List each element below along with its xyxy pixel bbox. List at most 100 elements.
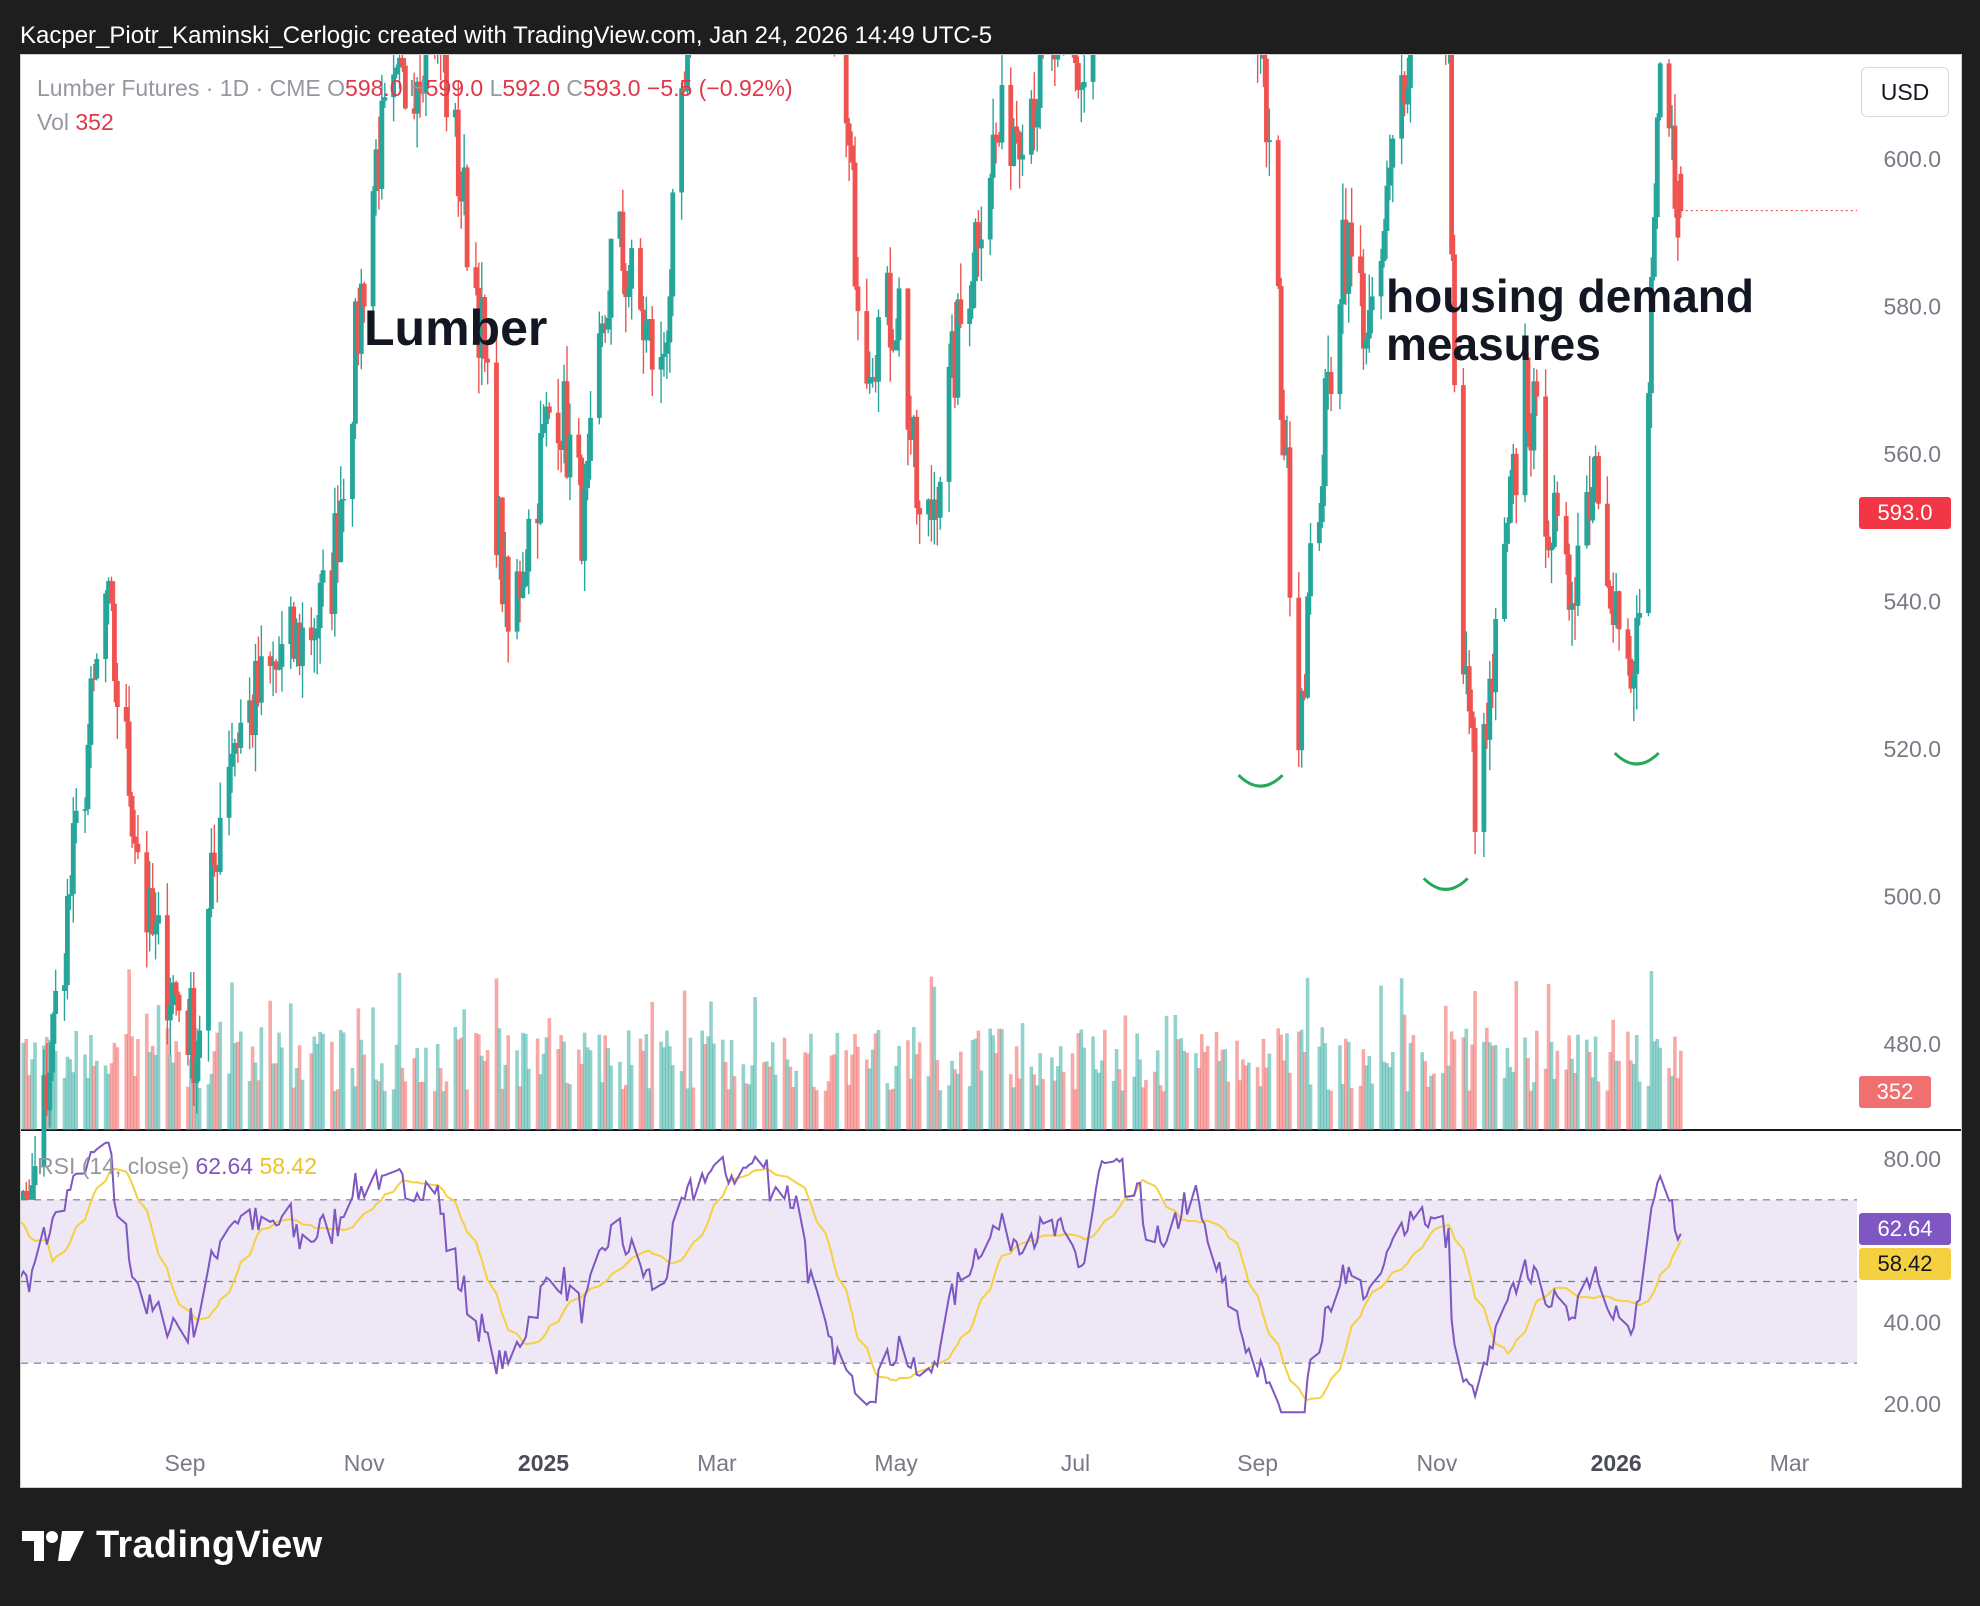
- candle-body: [638, 248, 643, 310]
- volume-bar: [1529, 1090, 1533, 1130]
- volume-bar: [1361, 1049, 1366, 1130]
- volume-bar: [1567, 1035, 1571, 1130]
- volume-bar: [1535, 1030, 1539, 1130]
- volume-bar: [1220, 1049, 1225, 1130]
- candle-body: [1390, 138, 1396, 168]
- candle-body: [517, 571, 523, 598]
- candle-body: [1490, 678, 1496, 693]
- volume-bar: [115, 1047, 120, 1130]
- rsi-value: 62.64: [195, 1153, 254, 1179]
- candle-body: [558, 443, 564, 450]
- volume-bar: [144, 1013, 149, 1130]
- volume-bar: [870, 1049, 875, 1130]
- candle-body: [1669, 125, 1675, 129]
- price-axis-label: 580.0: [1883, 294, 1941, 320]
- candle-body: [955, 299, 961, 398]
- volume-bar: [1197, 1067, 1201, 1130]
- bottom-marker: [1237, 774, 1284, 788]
- volume-bar: [136, 1039, 140, 1130]
- volume-bar: [1241, 1059, 1245, 1130]
- candle-body: [355, 301, 361, 354]
- volume-bar: [1464, 1028, 1469, 1130]
- volume-bar: [1202, 1051, 1207, 1130]
- candle-body: [88, 678, 94, 745]
- volume-bar: [315, 1043, 320, 1130]
- volume-bar: [1467, 1090, 1472, 1130]
- volume-bar: [867, 1068, 872, 1130]
- candle-body: [211, 852, 217, 866]
- candle-body: [458, 196, 464, 202]
- candle-body: [206, 909, 211, 1031]
- candle-body: [402, 65, 408, 109]
- volume-bar: [853, 1033, 857, 1130]
- volume-bar: [524, 1033, 528, 1130]
- volume-bar: [124, 1034, 128, 1130]
- volume-bar: [53, 1050, 58, 1130]
- candle-body: [464, 167, 470, 268]
- volume-bar: [206, 1084, 211, 1130]
- volume-bar: [647, 1088, 652, 1130]
- candle-body: [1378, 260, 1384, 297]
- volume-bar: [1205, 1045, 1210, 1130]
- volume-bar: [441, 1091, 446, 1130]
- chart-canvas[interactable]: 600.0 580.0 560.0 540.0 520.0 500.0 480.0 80.00…: [21, 55, 1961, 1487]
- candle-body: [391, 74, 397, 98]
- volume-bar: [1094, 1069, 1098, 1130]
- volume-bar: [1038, 1053, 1042, 1130]
- volume-bar: [603, 1035, 608, 1130]
- candle-body: [1325, 371, 1331, 379]
- volume-bar: [197, 1087, 202, 1130]
- candle-body: [135, 843, 141, 853]
- candle-body: [494, 362, 499, 556]
- candle-body: [846, 123, 852, 146]
- currency-button[interactable]: USD: [1861, 67, 1949, 117]
- volume-bar: [1223, 1049, 1228, 1130]
- candle-body: [1493, 618, 1499, 693]
- candle-body: [1408, 55, 1413, 88]
- volume-bar: [391, 1089, 396, 1130]
- volume-bar: [826, 1081, 831, 1130]
- volume-bar: [726, 1089, 731, 1130]
- volume-bar: [1285, 1033, 1289, 1130]
- volume-bar: [300, 1079, 305, 1130]
- volume-bar: [806, 1053, 810, 1130]
- candle-body: [1466, 666, 1472, 712]
- candle-body: [629, 248, 635, 289]
- volume-bar: [268, 1000, 272, 1130]
- volume-bar: [873, 1033, 878, 1130]
- annotation-note-line2: measures: [1386, 318, 1601, 370]
- volume-bar: [250, 1046, 255, 1130]
- candle-body: [1607, 585, 1613, 609]
- candle-body: [191, 987, 197, 1084]
- volume-bar: [212, 1051, 217, 1130]
- volume-bar: [156, 1005, 161, 1130]
- volume-bar: [585, 1047, 590, 1130]
- candle-body: [987, 177, 993, 240]
- volume-bar: [1596, 1081, 1601, 1130]
- volume-bar: [1111, 1080, 1116, 1130]
- chart-frame[interactable]: 600.0 580.0 560.0 540.0 520.0 500.0 480.0 80.00…: [20, 54, 1962, 1488]
- volume-bar: [89, 1035, 93, 1130]
- candle-body: [379, 100, 385, 190]
- volume-bar: [165, 1028, 170, 1130]
- candle-body: [526, 518, 532, 572]
- candle-body: [623, 270, 629, 298]
- volume-bar: [418, 1081, 422, 1130]
- high-value: 599.0: [425, 75, 484, 101]
- candle-body: [1593, 455, 1598, 488]
- candle-body: [229, 753, 235, 767]
- volume-bar: [1349, 1088, 1354, 1130]
- volume-bar: [1235, 1040, 1239, 1130]
- price-axis-label: 500.0: [1883, 884, 1941, 910]
- candle-body: [564, 381, 570, 478]
- candle-body: [1090, 55, 1096, 82]
- volume-bar: [1676, 1078, 1680, 1130]
- candle-body: [884, 272, 890, 318]
- time-axis-label: 2025: [518, 1450, 569, 1476]
- volume-bar: [259, 1027, 264, 1130]
- candle-body: [1275, 140, 1281, 286]
- volume-bar: [535, 1038, 540, 1130]
- footer-brand[interactable]: TradingView: [22, 1524, 322, 1567]
- volume-bar: [1637, 1081, 1642, 1130]
- candle-body: [279, 644, 285, 667]
